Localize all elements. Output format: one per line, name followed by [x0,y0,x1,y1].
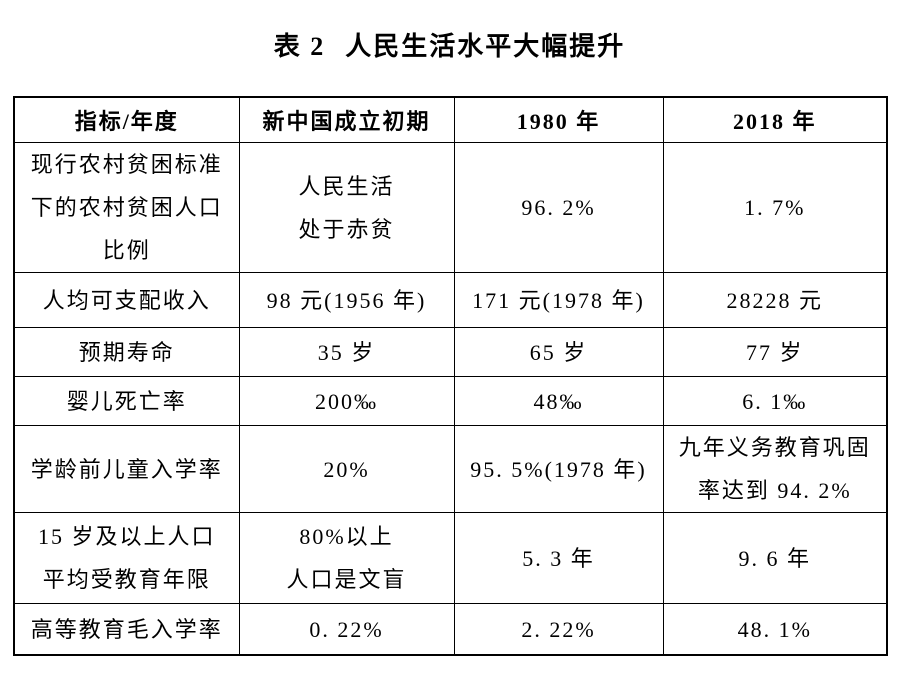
cell-line: 预期寿命 [78,339,175,365]
col-header-indicator: 指标/年度 [13,96,240,143]
col-header-1980: 1980 年 [453,96,664,143]
cell-line: 77 岁 [745,339,804,365]
cell-line: 98 元(1956 年) [266,287,427,313]
cell-indicator: 高等教育毛入学率 [13,603,240,656]
cell-1980: 2. 22% [453,603,664,656]
cell-early-prc: 人民生活 处于赤贫 [238,142,455,273]
cell-line: 人民生活 [298,173,395,199]
cell-line: 人均可支配收入 [42,287,211,313]
cell-line: 学龄前儿童入学率 [30,456,223,482]
cell-line: 现行农村贫困标准 [30,152,223,177]
cell-line: 1. 7% [744,195,806,220]
cell-1980: 171 元(1978 年) [453,272,664,328]
cell-line: 0. 22% [309,616,384,642]
cell-line: 5. 3 年 [522,545,595,571]
cell-2018: 9. 6 年 [662,512,888,604]
cell-line: 15 岁及以上人口 [37,524,216,549]
cell-line: 28228 元 [726,287,823,313]
cell-2018: 77 岁 [662,327,888,377]
cell-line: 2. 22% [521,616,596,642]
cell-line: 35 岁 [317,339,376,365]
cell-line: 率达到 94. 2% [697,478,852,503]
cell-indicator: 婴儿死亡率 [13,376,240,426]
cell-early-prc: 98 元(1956 年) [238,272,455,328]
cell-line: 95. 5%(1978 年) [470,456,647,482]
living-standards-table: 指标/年度 新中国成立初期 1980 年 2018 年 现行农村贫困标准 下的农… [13,96,888,656]
cell-1980: 65 岁 [453,327,664,377]
cell-indicator: 学龄前儿童入学率 [13,425,240,513]
cell-early-prc: 200‰ [238,376,455,426]
table-caption-number: 表 2 [273,32,326,61]
cell-line: 婴儿死亡率 [66,388,187,414]
cell-line: 比例 [102,238,151,263]
cell-indicator: 人均可支配收入 [13,272,240,328]
table-row: 人均可支配收入 98 元(1956 年) 171 元(1978 年) 28228… [13,272,888,328]
table-row: 现行农村贫困标准 下的农村贫困人口 比例 人民生活 处于赤贫 96. 2% 1.… [13,142,888,273]
cell-line: 人口是文盲 [286,567,407,592]
col-header-2018: 2018 年 [662,96,888,143]
cell-indicator: 现行农村贫困标准 下的农村贫困人口 比例 [13,142,240,273]
cell-line: 处于赤贫 [298,216,395,242]
table-row: 婴儿死亡率 200‰ 48‰ 6. 1‰ [13,376,888,426]
cell-2018: 48. 1% [662,603,888,656]
cell-1980: 5. 3 年 [453,512,664,604]
cell-line: 80%以上 [299,524,394,549]
cell-2018: 1. 7% [662,142,888,273]
cell-2018: 6. 1‰ [662,376,888,426]
cell-line: 65 岁 [529,339,588,365]
table-caption: 表 2 人民生活水平大幅提升 [0,0,899,63]
cell-early-prc: 35 岁 [238,327,455,377]
cell-early-prc: 80%以上 人口是文盲 [238,512,455,604]
cell-2018: 九年义务教育巩固 率达到 94. 2% [662,425,888,513]
cell-1980: 48‰ [453,376,664,426]
table-row: 预期寿命 35 岁 65 岁 77 岁 [13,327,888,377]
table-header-row: 指标/年度 新中国成立初期 1980 年 2018 年 [13,96,888,143]
cell-1980: 96. 2% [453,142,664,273]
table-row: 学龄前儿童入学率 20% 95. 5%(1978 年) 九年义务教育巩固 率达到… [13,425,888,513]
cell-line: 48. 1% [737,616,812,642]
cell-line: 20% [323,456,370,482]
cell-indicator: 15 岁及以上人口 平均受教育年限 [13,512,240,604]
table-row: 高等教育毛入学率 0. 22% 2. 22% 48. 1% [13,603,888,656]
cell-line: 九年义务教育巩固 [678,435,871,460]
cell-line: 171 元(1978 年) [472,287,645,313]
cell-line: 下的农村贫困人口 [30,195,223,220]
cell-1980: 95. 5%(1978 年) [453,425,664,513]
cell-early-prc: 20% [238,425,455,513]
table-row: 15 岁及以上人口 平均受教育年限 80%以上 人口是文盲 5. 3 年 9. … [13,512,888,604]
col-header-early-prc: 新中国成立初期 [238,96,455,143]
cell-indicator: 预期寿命 [13,327,240,377]
table-caption-text: 人民生活水平大幅提升 [345,32,626,61]
cell-line: 200‰ [315,388,378,414]
cell-line: 96. 2% [521,195,596,220]
cell-early-prc: 0. 22% [238,603,455,656]
cell-line: 平均受教育年限 [42,567,211,592]
cell-2018: 28228 元 [662,272,888,328]
cell-line: 9. 6 年 [738,545,811,571]
cell-line: 48‰ [533,388,584,414]
cell-line: 6. 1‰ [742,388,808,414]
cell-line: 高等教育毛入学率 [30,616,223,642]
